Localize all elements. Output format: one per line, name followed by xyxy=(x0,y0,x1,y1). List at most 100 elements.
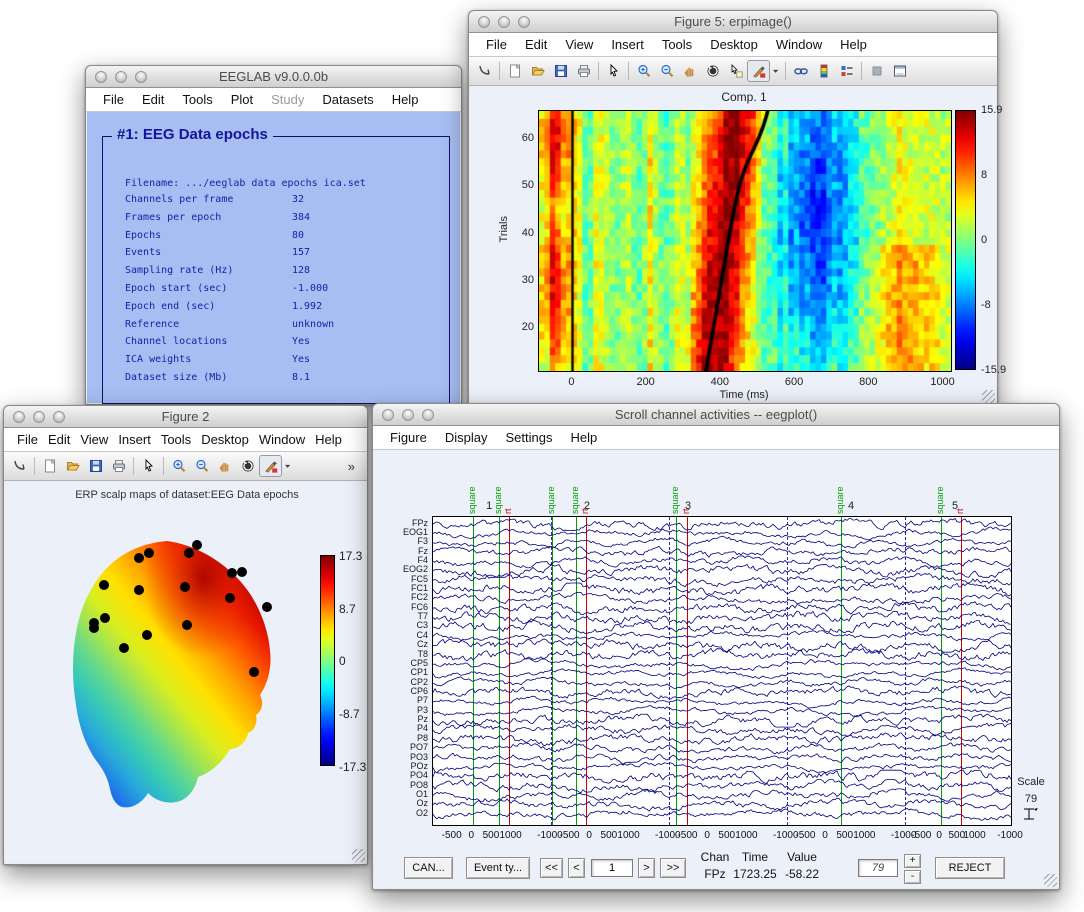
fast-back-button[interactable]: << xyxy=(540,858,563,878)
figure5-titlebar[interactable]: Figure 5: erpimage() xyxy=(469,11,997,33)
rotate-3d-icon[interactable] xyxy=(701,60,724,82)
rotate-3d-icon[interactable] xyxy=(236,455,259,477)
x-tick: 0 xyxy=(822,830,828,841)
back-button[interactable]: < xyxy=(568,858,585,878)
y-tick: 20 xyxy=(514,321,534,333)
colorbar-icon[interactable] xyxy=(812,60,835,82)
menu-help[interactable]: Help xyxy=(831,33,876,56)
zoom-in-icon[interactable] xyxy=(167,455,190,477)
zoom-out-icon[interactable] xyxy=(190,455,213,477)
menu-edit[interactable]: Edit xyxy=(516,33,556,56)
electrode-dot xyxy=(134,553,144,563)
eegplot-titlebar[interactable]: Scroll channel activities -- eegplot() xyxy=(373,404,1059,426)
menu-file[interactable]: File xyxy=(477,33,516,56)
brush-icon[interactable] xyxy=(259,455,282,477)
window-title: Figure 5: erpimage() xyxy=(469,14,997,29)
menu-tools[interactable]: Tools xyxy=(653,33,701,56)
window-title: EEGLAB v9.0.0.0b xyxy=(86,69,461,84)
menu-settings[interactable]: Settings xyxy=(496,426,561,449)
menu-datasets[interactable]: Datasets xyxy=(313,88,382,111)
eeglab-titlebar[interactable]: EEGLAB v9.0.0.0b xyxy=(86,66,461,88)
cancel-button[interactable]: CAN... xyxy=(404,857,453,879)
resize-handle[interactable] xyxy=(982,390,995,403)
menu-help[interactable]: Help xyxy=(383,88,428,111)
new-figure-icon[interactable] xyxy=(503,60,526,82)
channel-label-o2[interactable]: O2 xyxy=(374,808,428,818)
menu-edit[interactable]: Edit xyxy=(133,88,173,111)
open-file-icon[interactable] xyxy=(526,60,549,82)
plot-caption: ERP scalp maps of dataset:EEG Data epoch… xyxy=(75,489,299,501)
menu-insert[interactable]: Insert xyxy=(602,33,653,56)
menu-help[interactable]: Help xyxy=(561,426,606,449)
eeg-trace-fz xyxy=(433,546,1011,557)
forward-button[interactable]: > xyxy=(638,858,655,878)
print-figure-icon[interactable] xyxy=(107,455,130,477)
eeg-trace-eog1 xyxy=(433,527,1011,540)
eeg-trace-p7 xyxy=(433,696,1011,708)
menu-desktop[interactable]: Desktop xyxy=(196,428,254,451)
menu-tools[interactable]: Tools xyxy=(156,428,196,451)
menu-figure[interactable]: Figure xyxy=(381,426,436,449)
menu-help[interactable]: Help xyxy=(310,428,347,451)
resize-handle[interactable] xyxy=(1044,874,1057,887)
print-figure-icon[interactable] xyxy=(572,60,595,82)
legend-icon[interactable] xyxy=(835,60,858,82)
menu-plot[interactable]: Plot xyxy=(222,88,262,111)
scale-up-button[interactable]: + xyxy=(904,854,921,868)
menu-file[interactable]: File xyxy=(94,88,133,111)
colorbar-tick: 17.3 xyxy=(339,549,362,563)
info-label: ICA weights xyxy=(125,354,191,365)
figure5-toolbar xyxy=(469,57,997,86)
menu-tools[interactable]: Tools xyxy=(173,88,221,111)
page-number-input[interactable] xyxy=(591,859,633,877)
info-label: Epoch end (sec) xyxy=(125,301,215,312)
brush-icon[interactable] xyxy=(747,60,770,82)
menu-window[interactable]: Window xyxy=(254,428,310,451)
menu-desktop[interactable]: Desktop xyxy=(701,33,767,56)
save-figure-icon[interactable] xyxy=(84,455,107,477)
pan-icon[interactable] xyxy=(213,455,236,477)
data-cursor-icon[interactable] xyxy=(724,60,747,82)
dock-figure-icon[interactable] xyxy=(8,455,31,477)
menu-view[interactable]: View xyxy=(556,33,602,56)
square-event-label: square xyxy=(493,468,503,514)
open-file-icon[interactable] xyxy=(61,455,84,477)
plot-tools-off-icon[interactable] xyxy=(865,60,888,82)
eeg-trace-po7 xyxy=(433,743,1011,754)
dock-figure-icon[interactable] xyxy=(473,60,496,82)
menu-edit[interactable]: Edit xyxy=(43,428,75,451)
pan-icon[interactable] xyxy=(678,60,701,82)
event-types-button[interactable]: Event ty... xyxy=(466,857,530,879)
figure2-titlebar[interactable]: Figure 2 xyxy=(4,406,367,428)
save-figure-icon[interactable] xyxy=(549,60,572,82)
brush-dropdown-icon[interactable] xyxy=(282,455,294,477)
eeg-traces-plot[interactable] xyxy=(432,516,1012,826)
link-plots-icon[interactable] xyxy=(789,60,812,82)
figure2-toolbar: » xyxy=(4,452,367,481)
fast-forward-button[interactable]: >> xyxy=(660,858,686,878)
eeg-trace-f3 xyxy=(433,536,1011,548)
zoom-in-icon[interactable] xyxy=(632,60,655,82)
menu-file[interactable]: File xyxy=(12,428,43,451)
info-value: Yes xyxy=(292,336,310,347)
x-tick: 600 xyxy=(785,376,803,388)
menu-insert[interactable]: Insert xyxy=(113,428,156,451)
menu-display[interactable]: Display xyxy=(436,426,497,449)
epoch-number: 2 xyxy=(584,500,590,512)
brush-dropdown-icon[interactable] xyxy=(770,60,782,82)
new-figure-icon[interactable] xyxy=(38,455,61,477)
square-event-label: square xyxy=(467,468,477,514)
pointer-icon[interactable] xyxy=(602,60,625,82)
plot-tools-on-icon[interactable] xyxy=(888,60,911,82)
menu-view[interactable]: View xyxy=(75,428,113,451)
toolbar-overflow-button[interactable]: » xyxy=(348,459,363,474)
scale-down-button[interactable]: - xyxy=(904,870,921,884)
zoom-out-icon[interactable] xyxy=(655,60,678,82)
pointer-icon[interactable] xyxy=(137,455,160,477)
resize-handle[interactable] xyxy=(352,849,365,862)
menu-study[interactable]: Study xyxy=(262,88,313,111)
menu-window[interactable]: Window xyxy=(767,33,831,56)
window-length-input[interactable] xyxy=(858,859,898,877)
reject-button[interactable]: REJECT xyxy=(935,857,1005,879)
eeg-trace-fc2 xyxy=(433,592,1011,605)
